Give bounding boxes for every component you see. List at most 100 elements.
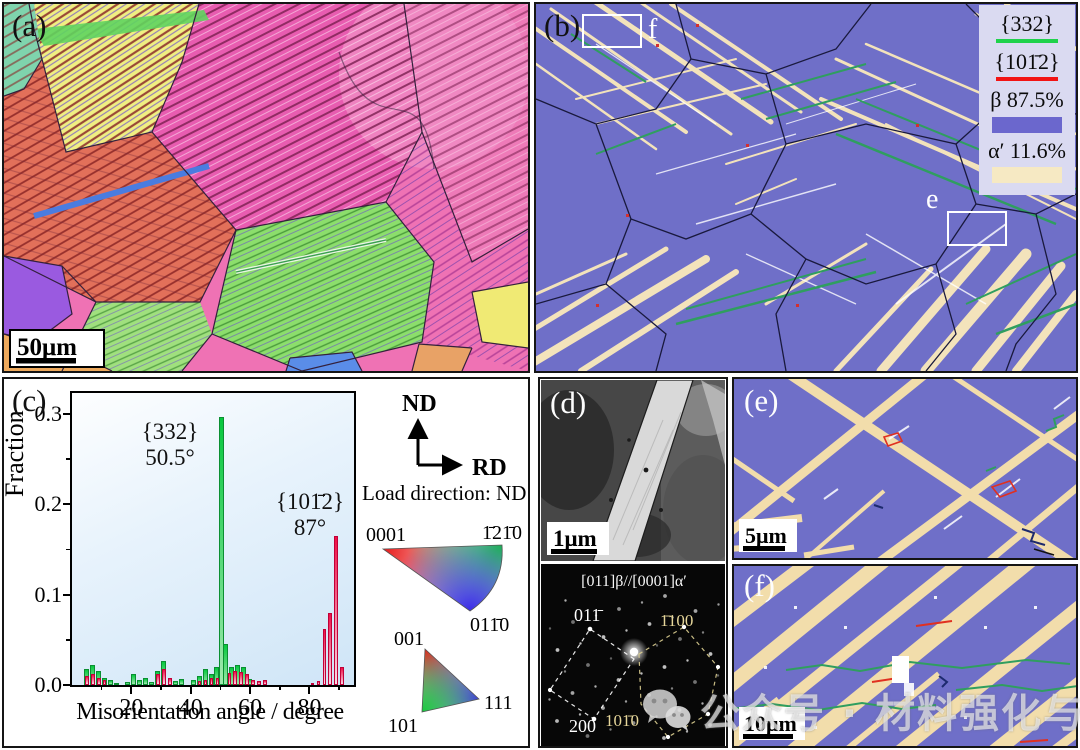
bar (263, 680, 267, 685)
legend-label-332: {332} (999, 11, 1055, 36)
roi-box-f (582, 14, 642, 48)
legend-swatch-1 (996, 77, 1058, 82)
y-axis-title: Fraction (2, 410, 29, 497)
white-dashes-e (823, 396, 1071, 530)
tkx (308, 685, 311, 694)
panel-b-phase-map: f e {332} {101̄2} β 87.5% α′ 11.6% (b) (534, 2, 1078, 373)
bar (197, 681, 202, 685)
tly: 0.2 (34, 491, 63, 517)
bar (316, 681, 321, 685)
white-streaks (595, 43, 1007, 305)
hcp-corner-0110: 011̄0 (470, 614, 509, 636)
bar (233, 670, 238, 685)
tkx (130, 685, 133, 694)
phase-zoom-e-image: 5μm (734, 379, 1076, 558)
annotation-332-line1: {332} (141, 419, 199, 444)
scale-bar-a-label: 50μm (17, 334, 77, 361)
tem-scale-bar: 1μm (547, 522, 609, 555)
bar (322, 629, 327, 685)
ipf-scale-bar: 50μm (9, 329, 105, 368)
scale-bar-e: 5μm (739, 519, 797, 552)
bar (257, 681, 261, 685)
annotation-1012-line1: {101̄2} (275, 489, 345, 514)
bar (223, 644, 229, 685)
white-patch-f (892, 656, 909, 683)
white-speckles-f (764, 596, 1037, 729)
legend-label-1012: {101̄2} (994, 49, 1060, 75)
bar (85, 675, 89, 685)
panel-d-label: (d) (550, 385, 587, 420)
phase-legend: {332} {101̄2} β 87.5% α′ 11.6% (979, 5, 1075, 195)
tem-bright-field-image: 1μm (541, 380, 725, 561)
bar (178, 678, 184, 685)
ipf-grains (4, 4, 528, 371)
central-beam-glow (620, 638, 648, 666)
load-direction-compass: ND RD Load direction: ND (362, 391, 526, 505)
bar (340, 666, 344, 685)
bar (113, 683, 119, 685)
bar (245, 674, 249, 685)
bar (251, 680, 255, 685)
annotation-1012: {101̄2} 87° (268, 489, 352, 542)
bar (209, 677, 214, 685)
panel-b-label: (b) (544, 8, 581, 43)
scale-bar-f: 10μm (739, 707, 805, 740)
annotation-1012-line2: 87° (293, 515, 327, 541)
bar (239, 672, 244, 685)
compass-nd-label: ND (402, 391, 437, 417)
bar (143, 677, 149, 685)
bar (227, 673, 232, 685)
legend-swatch-0 (996, 39, 1058, 44)
tlx: 20 (119, 695, 144, 721)
tlx: 40 (178, 695, 203, 721)
bar (102, 680, 107, 685)
bar (137, 680, 143, 685)
tlx: 80 (297, 695, 322, 721)
bcc-corner-001: 001 (394, 628, 424, 650)
tly: 0.0 (34, 672, 63, 697)
panel-e-label: (e) (744, 383, 779, 418)
diffraction-lattice (548, 594, 720, 740)
diffraction-pattern-image: [011]β//[0001]α′ 011̄ 1̄100 200 101̄0 (541, 564, 725, 746)
bright-spots (547, 624, 721, 740)
compass-rd-label: RD (472, 455, 507, 481)
ipf-grain-boundaries (4, 4, 528, 371)
bar (149, 682, 155, 685)
bar (131, 674, 137, 685)
bar (190, 680, 196, 685)
tky (63, 413, 72, 416)
scale-bar-d-label: 1μm (553, 526, 597, 551)
panel-f-label: (f) (744, 568, 775, 603)
chart-plot: 20 40 60 80 0.0 0.1 0.2 0.3 (35, 391, 356, 721)
bar (107, 680, 113, 685)
bar (96, 677, 101, 685)
alpha-lath-band (592, 380, 694, 561)
bar (168, 677, 172, 685)
bar (156, 674, 160, 685)
tlx: 60 (238, 695, 263, 721)
x-axis-title: Misorientation angle / degree (76, 699, 344, 725)
tky (63, 684, 72, 686)
spot-label-1010: 101̄0 (605, 711, 639, 730)
panel-a-label: (a) (12, 8, 47, 43)
scale-bar-f-label: 10μm (744, 711, 797, 736)
tky (63, 503, 72, 506)
tkxm (100, 685, 103, 690)
tky (63, 593, 72, 596)
spot-label-011: 011̄ (574, 605, 603, 625)
twin-boundary-traces-f (734, 658, 1076, 712)
bcc-corner-101: 101 (388, 715, 418, 737)
bar (328, 612, 333, 685)
bar (218, 416, 224, 685)
bar (203, 679, 208, 685)
ipf-color-keys: 0001 1̄21̄0 011̄0 001 111 101 (366, 522, 522, 737)
tkym (66, 548, 72, 551)
navy-accent-f (938, 675, 949, 688)
bar (215, 677, 220, 685)
roi-label-f: f (648, 14, 658, 45)
legend-label-alpha: α′ 11.6% (988, 137, 1066, 163)
tkym (66, 458, 72, 460)
tkxm (279, 685, 281, 690)
annotation-332-line2: 50.5° (145, 445, 195, 471)
roi-label-e: e (926, 184, 938, 215)
